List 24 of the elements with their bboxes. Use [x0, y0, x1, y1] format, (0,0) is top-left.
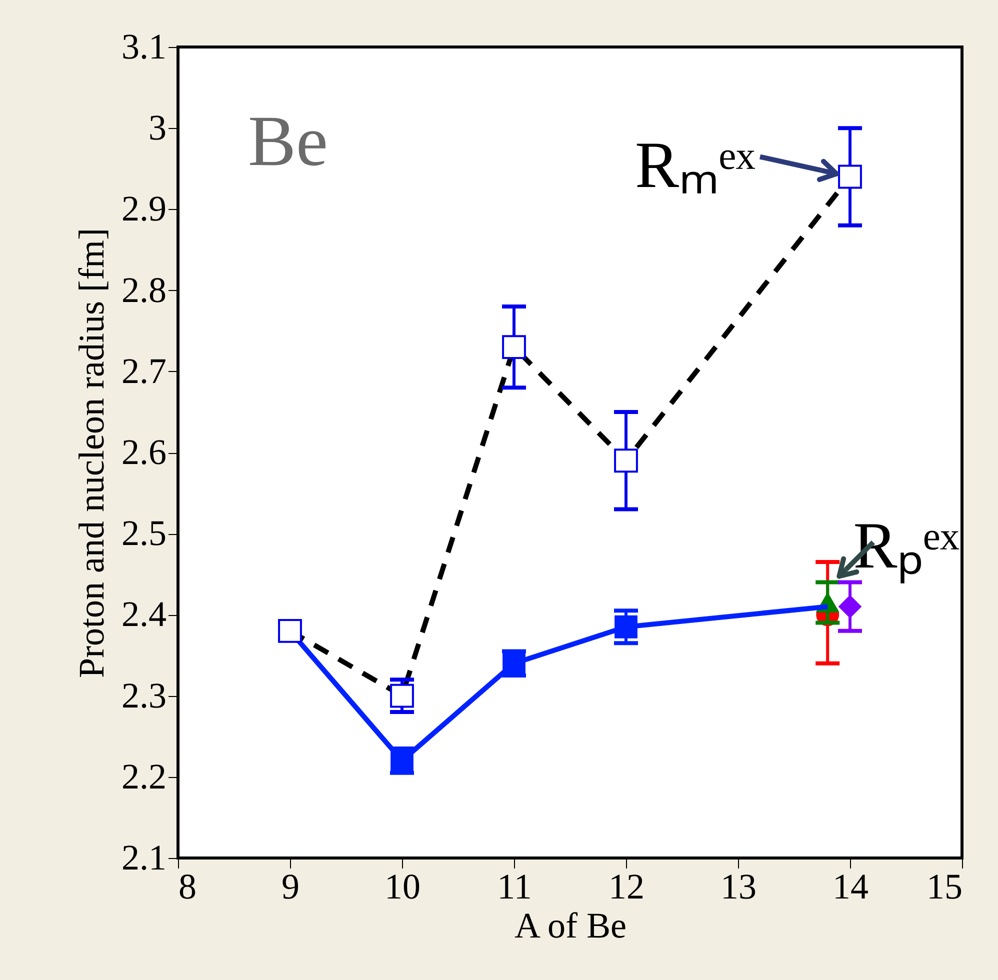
x-tick-label: 11 — [497, 866, 532, 906]
y-tick-label: 2.9 — [122, 188, 166, 229]
y-tick-label: 2.4 — [122, 594, 166, 634]
y-axis-title: Proton and nucleon radius [fm] — [72, 228, 112, 678]
x-axis-title: A of Be — [514, 906, 626, 946]
y-tick-label: 2.7 — [122, 350, 166, 391]
x-tick-label: 12 — [608, 866, 644, 906]
x-tick-label: 13 — [720, 866, 756, 906]
x-tick-label: 10 — [384, 866, 420, 906]
y-tick-label: 3 — [148, 108, 166, 148]
x-tick-label: 8 — [178, 866, 196, 906]
annotation: Rₚᵉˣ — [853, 509, 960, 584]
annotation: Be — [248, 101, 328, 181]
x-tick-label: 15 — [926, 866, 962, 906]
y-tick-label: 2.5 — [122, 513, 166, 554]
y-tick-label: 2.8 — [122, 270, 166, 310]
y-tick-label: 2.2 — [122, 756, 166, 796]
y-tick-label: 3.1 — [122, 26, 166, 66]
y-tick-label: 2.1 — [122, 838, 166, 878]
x-tick-label: 14 — [832, 866, 868, 906]
annotation: Rₘᵉˣ — [635, 128, 756, 202]
y-tick-label: 2.3 — [122, 675, 166, 716]
y-tick-label: 2.6 — [122, 432, 166, 472]
x-tick-label: 9 — [282, 866, 300, 906]
